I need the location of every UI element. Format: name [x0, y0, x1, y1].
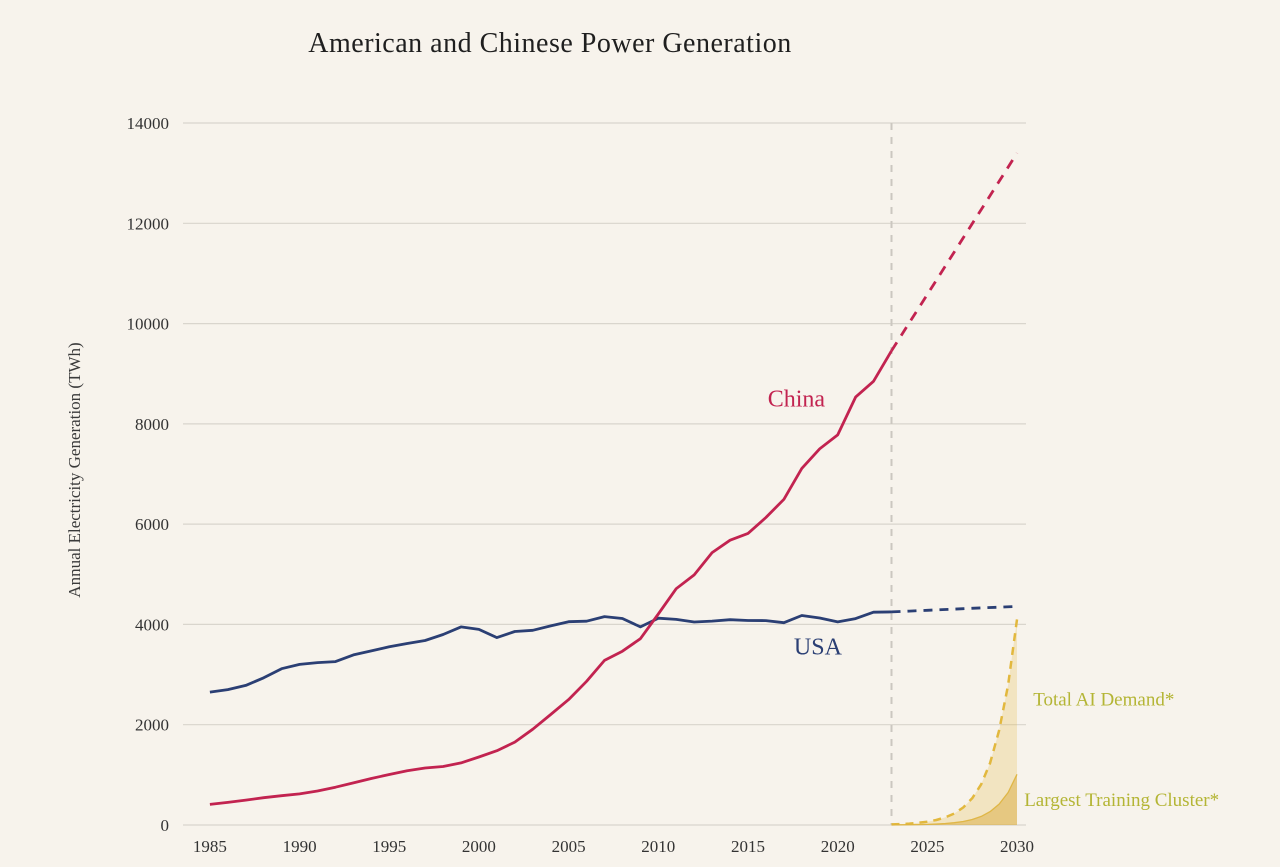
y-tick-label: 14000	[127, 114, 170, 133]
largest-training-cluster-area	[891, 774, 1017, 825]
total-ai-demand-line	[891, 619, 1019, 826]
y-tick-label: 6000	[135, 515, 169, 534]
x-tick-label: 1995	[372, 837, 406, 856]
x-tick-label: 2015	[731, 837, 765, 856]
china-projected-line	[890, 152, 1019, 352]
annotation-largest-training-cluster: Largest Training Cluster*	[1024, 790, 1219, 811]
china-line	[209, 350, 893, 806]
total-ai-demand-area	[891, 619, 1017, 825]
x-tick-label: 2010	[641, 837, 675, 856]
annotation-china: China	[768, 386, 826, 412]
x-tick-label: 2020	[821, 837, 855, 856]
largest-training-cluster-line	[891, 774, 1018, 826]
x-tick-label: 1985	[193, 837, 227, 856]
annotation-total-ai-demand: Total AI Demand*	[1033, 690, 1174, 711]
x-tick-label: 1990	[283, 837, 317, 856]
y-tick-label: 0	[161, 816, 170, 835]
chart-title: American and Chinese Power Generation	[308, 28, 792, 59]
x-tick-label: 2000	[462, 837, 496, 856]
usa-projected-line	[891, 605, 1018, 614]
y-tick-label: 10000	[127, 315, 170, 334]
y-tick-label: 2000	[135, 716, 169, 735]
y-tick-label: 4000	[135, 615, 169, 634]
x-tick-label: 2005	[552, 837, 586, 856]
y-tick-label: 12000	[127, 214, 170, 233]
y-tick-label: 8000	[135, 415, 169, 434]
x-tick-label: 2025	[910, 837, 944, 856]
y-axis-label: Annual Electricity Generation (TWh)	[65, 342, 84, 598]
annotation-usa: USA	[794, 635, 843, 661]
x-tick-label: 2030	[1000, 837, 1034, 856]
usa-line	[209, 610, 892, 694]
